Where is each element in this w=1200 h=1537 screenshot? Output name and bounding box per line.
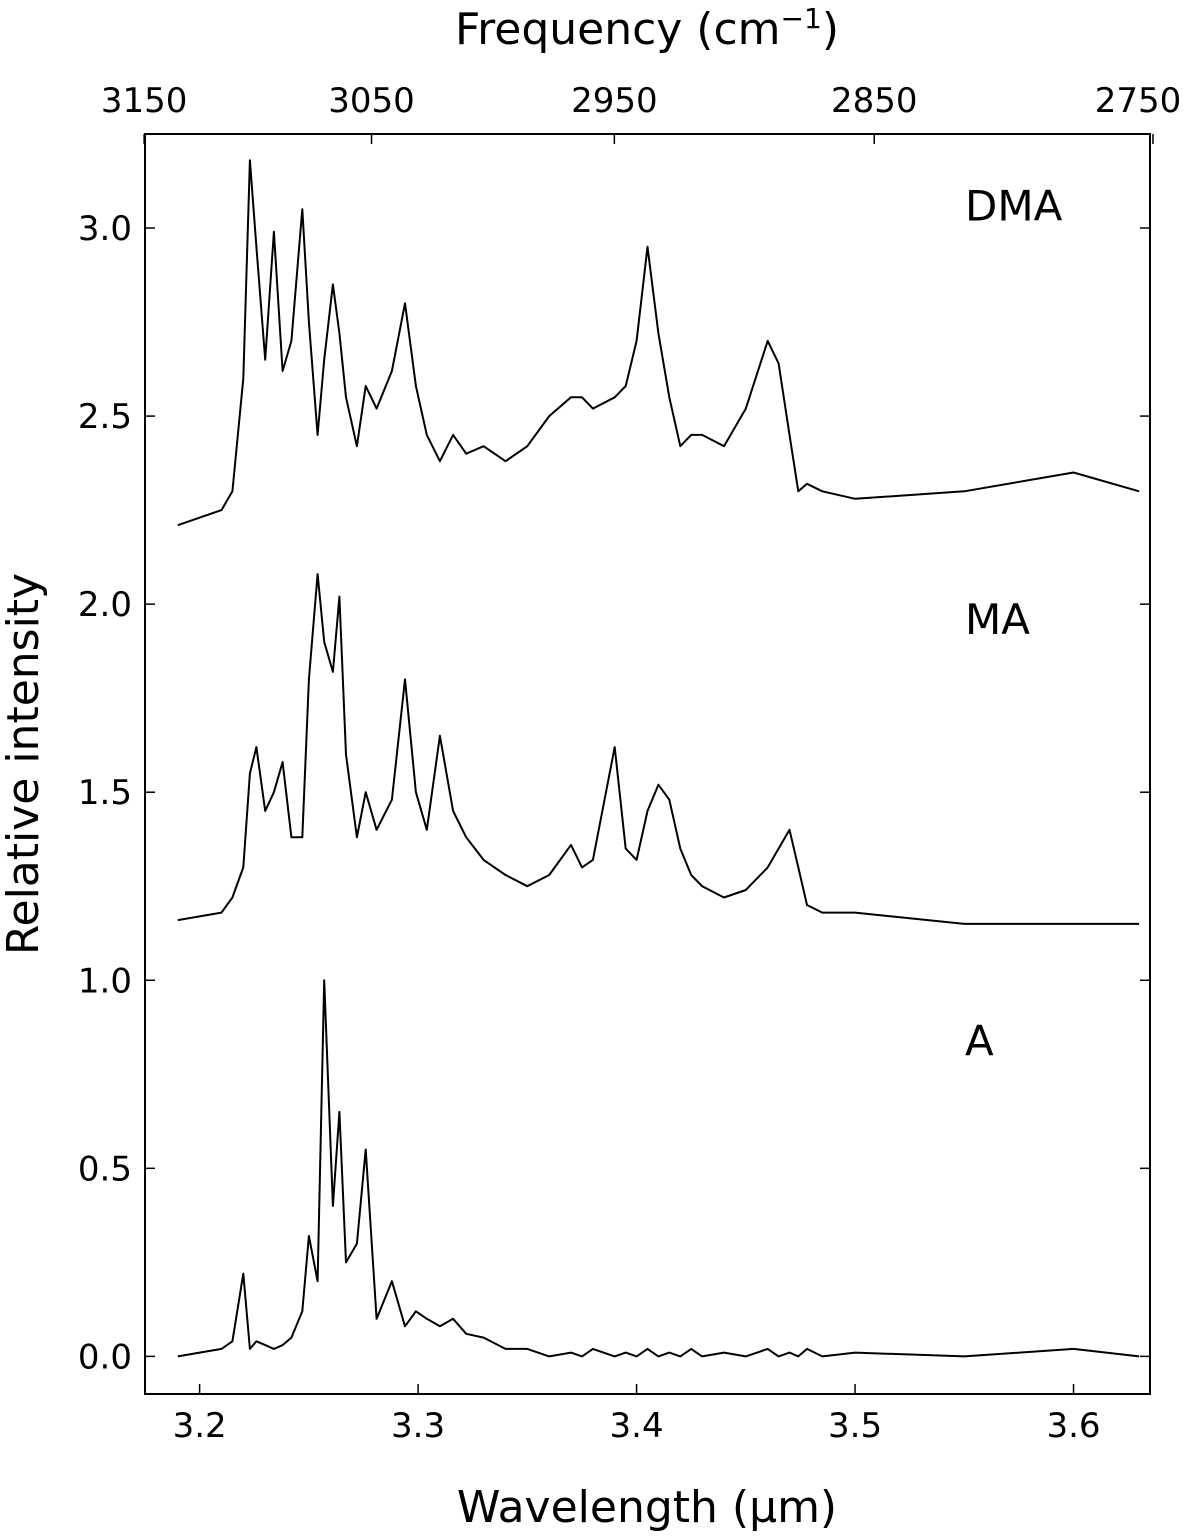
- y-tick-label: 1.5: [78, 773, 132, 813]
- x-tick-label: 3.3: [391, 1406, 445, 1446]
- spectrum-traces: [177, 159, 1140, 1358]
- series-label-ma: MA: [965, 595, 1030, 644]
- y-tick-label: 3.0: [78, 209, 132, 249]
- y-axis-title: Relative intensity: [0, 573, 49, 955]
- x2-tick-label: 2750: [1095, 81, 1182, 121]
- tick-labels: 3.2 3.3 3.4 3.5 3.6 0.0 0.5 1.0 1.5 2.0 2.5 3.0 3150…: [78, 81, 1181, 1446]
- series-label-a: A: [965, 1016, 994, 1065]
- series-line-a: [177, 979, 1140, 1358]
- x2-tick-label: 2950: [571, 81, 658, 121]
- y-tick-label: 1.0: [78, 961, 132, 1001]
- x2-tick-label: 3050: [328, 81, 415, 121]
- top-axis-title: Frequency (cm−1): [455, 2, 839, 55]
- x-tick-label: 3.2: [173, 1406, 227, 1446]
- x-tick-label: 3.6: [1046, 1406, 1100, 1446]
- plot-frame: [144, 133, 1151, 1395]
- y-tick-label: 0.0: [78, 1337, 132, 1377]
- x2-tick-label: 2850: [831, 81, 918, 121]
- x2-tick-label: 3150: [101, 81, 188, 121]
- series-line-dma: [177, 159, 1140, 527]
- top-axis-title-close: ): [822, 4, 839, 55]
- y-tick-label: 2.0: [78, 585, 132, 625]
- series-label-dma: DMA: [965, 182, 1063, 231]
- x-axis-title: Wavelength (μm): [457, 1482, 837, 1533]
- top-axis-title-sup: −1: [781, 2, 822, 35]
- x-tick-label: 3.5: [828, 1406, 882, 1446]
- top-axis-title-main: Frequency (cm: [455, 4, 781, 55]
- y-tick-label: 2.5: [78, 397, 132, 437]
- y-tick-label: 0.5: [78, 1149, 132, 1189]
- tick-marks: [143, 134, 1154, 1394]
- series-labels: DMA MA A: [965, 182, 1063, 1066]
- x-tick-label: 3.4: [610, 1406, 664, 1446]
- series-line-ma: [177, 573, 1140, 925]
